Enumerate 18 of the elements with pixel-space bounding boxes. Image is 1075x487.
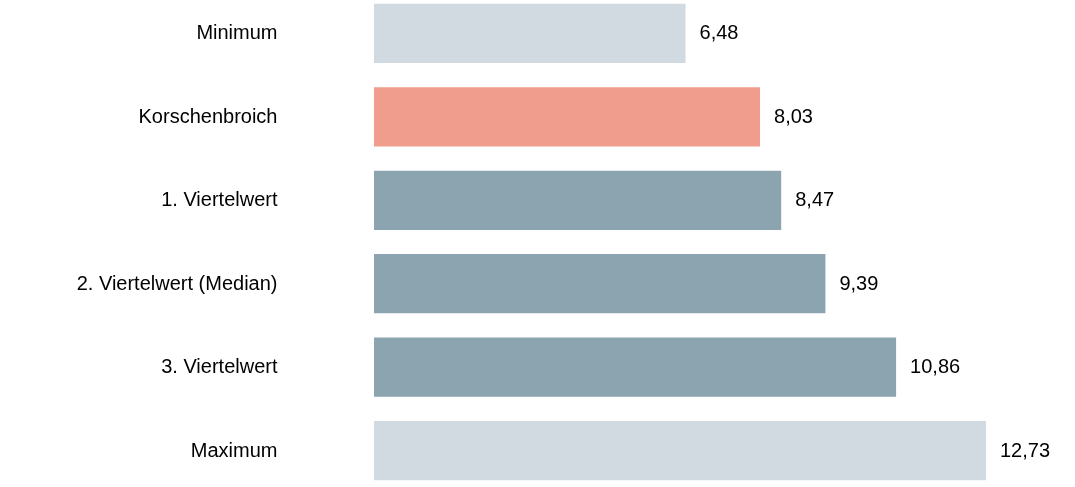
data-label: 8,03 [774,104,813,127]
bar [374,87,761,147]
bar [374,421,986,481]
data-label: 12,73 [1000,438,1051,461]
y-tick-label: Maximum [190,438,278,461]
y-tick-label: Korschenbroich [138,104,278,127]
data-label: 10,86 [910,355,961,378]
bar [374,3,686,63]
y-tick-label: 3. Viertelwert [161,355,278,378]
data-label: 9,39 [839,271,879,294]
data-label: 6,48 [699,21,739,44]
bar [374,170,782,230]
y-tick-label: Minimum [196,21,278,44]
y-tick-label: 2. Viertelwert (Median) [76,271,278,294]
bar [374,337,897,397]
y-tick-label: 1. Viertelwert [161,188,278,211]
data-label: 8,47 [795,188,835,211]
bar [374,254,826,314]
